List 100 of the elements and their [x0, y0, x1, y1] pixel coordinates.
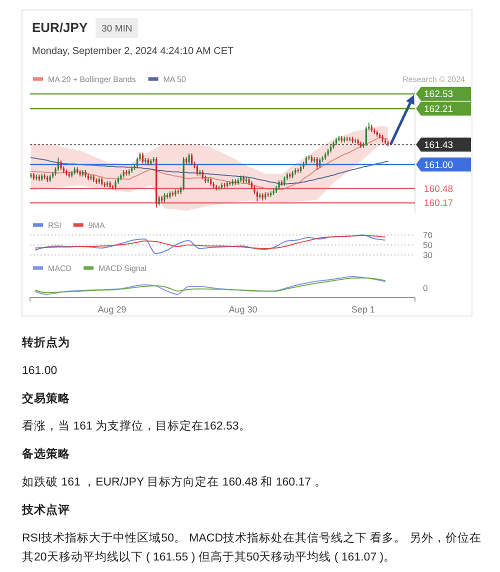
candlestick — [60, 160, 62, 170]
candlestick — [202, 170, 204, 180]
candlestick — [256, 190, 258, 202]
candlestick — [376, 130, 378, 137]
candlestick — [106, 181, 108, 188]
candlestick — [122, 170, 124, 178]
candlestick — [66, 170, 68, 176]
candlestick — [128, 169, 130, 176]
candlestick — [229, 181, 231, 186]
y-tick-label: 161.43 — [424, 140, 454, 151]
candlestick — [324, 152, 326, 160]
candlestick — [152, 157, 154, 163]
candlestick — [259, 193, 261, 199]
x-tick-label: Aug 30 — [228, 304, 258, 315]
text: Research © 2024 — [402, 74, 466, 84]
candlestick — [240, 176, 242, 182]
candlestick — [76, 167, 78, 174]
candlestick — [292, 170, 294, 178]
candlestick — [234, 179, 236, 185]
candlestick — [98, 177, 100, 184]
candlestick — [131, 166, 133, 173]
candlestick — [164, 193, 166, 202]
candlestick — [79, 170, 81, 177]
x-tick-label: Aug 29 — [98, 304, 126, 315]
candlestick — [84, 170, 86, 178]
text: 备选策略 — [21, 446, 71, 461]
candlestick — [156, 157, 158, 208]
legend-label: MACD — [48, 264, 72, 273]
candlestick — [232, 179, 234, 186]
candlestick — [52, 172, 54, 178]
candlestick — [210, 177, 212, 186]
candlestick — [319, 158, 321, 168]
legend-label: 9MA — [88, 220, 106, 230]
text: 如跌破 161 ，EUR/JPY 目标方向定在 160.48 和 160.17 。 — [22, 474, 326, 488]
candlestick — [316, 157, 318, 170]
candlestick — [382, 134, 384, 142]
candlestick — [262, 193, 264, 201]
candlestick — [150, 158, 152, 166]
candlestick — [264, 192, 266, 200]
line-series — [30, 136, 388, 190]
candlestick — [379, 133, 381, 139]
candlestick — [120, 174, 122, 180]
text: 转折点为 — [21, 335, 70, 349]
text: RSI技术指标大于中性区域50。 MACD技术指标处在其信号线之下 看多。 另外，价位在 — [22, 530, 482, 544]
candlestick — [96, 178, 98, 184]
candlestick — [224, 182, 226, 188]
text: 技术点评 — [21, 502, 70, 516]
candlestick — [30, 172, 32, 178]
candlestick — [71, 170, 73, 178]
candlestick — [188, 153, 190, 164]
candlestick — [144, 158, 146, 164]
candlestick — [46, 176, 48, 182]
candlestick — [352, 136, 354, 144]
y-tick-label: 30 — [423, 250, 433, 260]
candlestick — [344, 136, 346, 142]
candlestick — [215, 184, 218, 190]
legend-label: MACD Signal — [98, 264, 147, 273]
text: 看涨，当 161 为支撑位，目标定在162.53。 — [22, 418, 251, 433]
y-tick-label: 162.21 — [424, 104, 454, 115]
candlestick — [357, 138, 359, 146]
y-tick-label: 50 — [423, 240, 433, 250]
candlestick — [199, 170, 201, 176]
candlestick — [289, 172, 291, 178]
candlestick — [297, 168, 299, 173]
y-tick-label: 70 — [423, 230, 433, 240]
candlestick — [160, 196, 163, 202]
candlestick — [272, 189, 274, 195]
candlestick — [90, 174, 92, 180]
candlestick — [218, 186, 220, 190]
candlestick — [126, 170, 128, 176]
candlestick — [114, 180, 116, 190]
candlestick — [284, 176, 286, 186]
candlestick — [169, 191, 171, 199]
candlestick — [44, 174, 46, 180]
candlestick — [278, 180, 280, 190]
legend-label: RSI — [48, 220, 62, 230]
line-series — [35, 235, 386, 249]
candlestick — [310, 155, 313, 163]
legend-label: MA 20 + Bollinger Bands — [48, 74, 136, 84]
y-tick-label: 162.53 — [424, 89, 454, 100]
chart-subtitle: Monday, September 2, 2024 4:24:10 AM CET — [32, 46, 234, 57]
candlestick — [207, 177, 209, 183]
candlestick — [68, 172, 70, 178]
candlestick — [349, 136, 351, 142]
candlestick — [314, 157, 316, 163]
candlestick — [267, 192, 269, 197]
legend-label: MA 50 — [163, 74, 187, 84]
candlestick — [327, 148, 329, 156]
candlestick — [332, 141, 334, 149]
line-series — [35, 234, 386, 254]
candlestick — [182, 157, 184, 190]
candlestick — [74, 167, 76, 175]
candlestick — [340, 136, 342, 142]
text: 交易策略 — [21, 390, 71, 405]
text: 161.00 — [22, 364, 58, 377]
text: 其20天移动平均线以下 ( 161.55 ) 但高于其50天移动平均线 ( 161.07 )。 — [22, 549, 396, 564]
candlestick — [101, 177, 103, 186]
candlestick — [338, 136, 340, 142]
candlestick — [186, 157, 188, 164]
candlestick — [294, 168, 296, 175]
